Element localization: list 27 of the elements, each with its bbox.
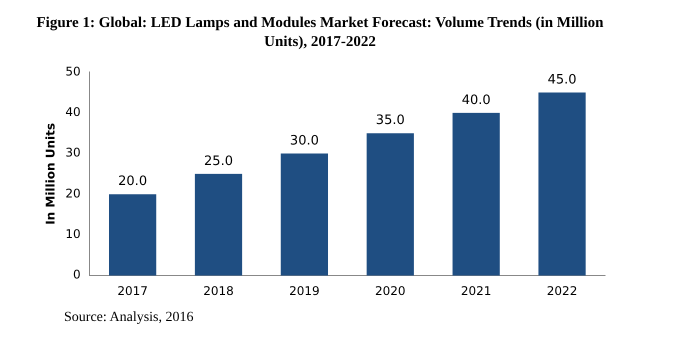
- y-tick-label: 50: [65, 64, 81, 78]
- data-label: 25.0: [204, 154, 233, 169]
- bar: [194, 174, 242, 276]
- y-axis-title: In Million Units: [43, 122, 58, 225]
- data-label: 45.0: [548, 72, 577, 88]
- x-tick-label: 2019: [289, 284, 320, 298]
- x-tick-label: 2017: [117, 284, 148, 298]
- y-tick-label: 10: [65, 227, 81, 242]
- x-tick-label: 2018: [203, 284, 234, 298]
- y-tick-label: 0: [73, 268, 81, 282]
- y-tick-label: 40: [65, 105, 81, 120]
- x-tick-label: 2020: [375, 284, 406, 298]
- source-note: Source: Analysis, 2016: [64, 310, 194, 326]
- x-tick-label: 2021: [460, 284, 492, 298]
- data-label: 35.0: [376, 113, 405, 128]
- bar: [452, 112, 500, 276]
- y-tick-label: 20: [65, 186, 81, 200]
- data-label: 30.0: [290, 133, 319, 148]
- data-label: 20.0: [118, 174, 148, 190]
- bar: [280, 154, 328, 276]
- y-tick-label: 30: [65, 146, 81, 160]
- bar: [108, 194, 156, 276]
- data-label: 40.0: [462, 92, 491, 108]
- bar: [538, 92, 586, 276]
- chart-title: Figure 1: Global: LED Lamps and Modules Market Forecast: Volume Trends (in Million Units), 2017-2022: [36, 14, 604, 52]
- bar: [366, 133, 414, 276]
- x-tick-label: 2022: [546, 284, 578, 298]
